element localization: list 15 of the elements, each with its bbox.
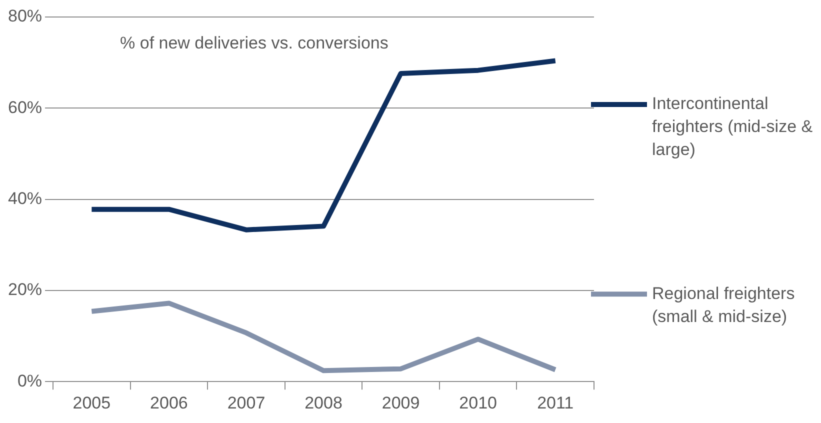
legend-label: Regional freighters (small & mid-size)	[652, 284, 795, 326]
x-tick-label: 2010	[459, 393, 497, 412]
y-tick-label: 20%	[8, 280, 42, 300]
annotation: % of new deliveries vs. conversions	[120, 34, 388, 53]
y-tick-label: 60%	[8, 98, 42, 117]
x-tick-label: 2009	[382, 393, 420, 412]
x-tick-label: 2008	[304, 393, 342, 412]
y-tick-label: 0%	[17, 371, 42, 390]
legend-label: Intercontinental freighters (mid-size & large)	[652, 94, 814, 160]
x-tick-label: 2006	[150, 393, 188, 412]
x-tick-label: 2005	[72, 393, 111, 412]
x-tick-label: 2007	[227, 393, 266, 412]
y-tick-label: 40%	[8, 188, 42, 208]
y-tick-label: 80%	[8, 6, 42, 26]
x-tick-label: 2011	[537, 393, 574, 412]
